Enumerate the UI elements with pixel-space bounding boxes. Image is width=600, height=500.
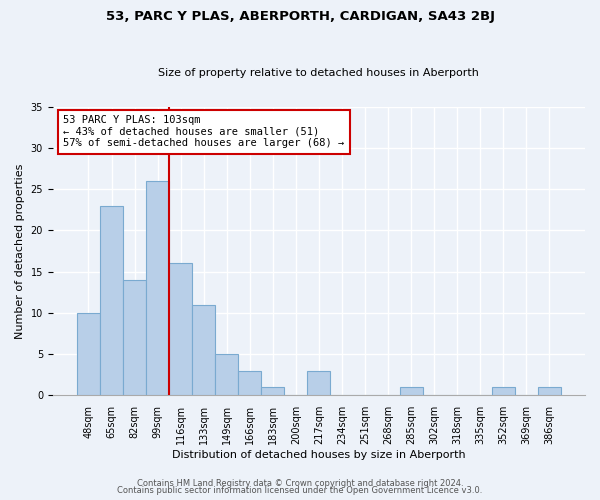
Bar bbox=[491, 387, 515, 396]
Bar bbox=[538, 387, 561, 396]
Bar bbox=[146, 181, 169, 396]
Text: Contains HM Land Registry data © Crown copyright and database right 2024.: Contains HM Land Registry data © Crown c… bbox=[137, 478, 463, 488]
Bar bbox=[238, 370, 261, 396]
Bar bbox=[169, 264, 192, 396]
Text: 53, PARC Y PLAS, ABERPORTH, CARDIGAN, SA43 2BJ: 53, PARC Y PLAS, ABERPORTH, CARDIGAN, SA… bbox=[106, 10, 494, 23]
Text: 53 PARC Y PLAS: 103sqm
← 43% of detached houses are smaller (51)
57% of semi-det: 53 PARC Y PLAS: 103sqm ← 43% of detached… bbox=[64, 115, 344, 148]
Bar bbox=[215, 354, 238, 396]
Y-axis label: Number of detached properties: Number of detached properties bbox=[15, 164, 25, 338]
Bar bbox=[123, 280, 146, 396]
Bar bbox=[307, 370, 331, 396]
Title: Size of property relative to detached houses in Aberporth: Size of property relative to detached ho… bbox=[158, 68, 479, 78]
Bar bbox=[77, 313, 100, 396]
Bar bbox=[100, 206, 123, 396]
Bar bbox=[261, 387, 284, 396]
X-axis label: Distribution of detached houses by size in Aberporth: Distribution of detached houses by size … bbox=[172, 450, 466, 460]
Bar bbox=[400, 387, 422, 396]
Text: Contains public sector information licensed under the Open Government Licence v3: Contains public sector information licen… bbox=[118, 486, 482, 495]
Bar bbox=[192, 304, 215, 396]
